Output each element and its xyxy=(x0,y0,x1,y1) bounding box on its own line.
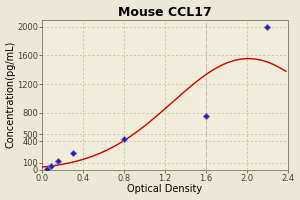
Point xyxy=(49,164,54,168)
Y-axis label: Concentration(pg/mL): Concentration(pg/mL) xyxy=(6,41,16,148)
Point xyxy=(122,138,127,141)
Point xyxy=(55,159,60,162)
Point xyxy=(204,115,208,118)
X-axis label: Optical Density: Optical Density xyxy=(128,184,202,194)
Point xyxy=(265,25,270,28)
Title: Mouse CCL17: Mouse CCL17 xyxy=(118,6,212,19)
Point xyxy=(70,152,75,155)
Point xyxy=(45,167,50,170)
